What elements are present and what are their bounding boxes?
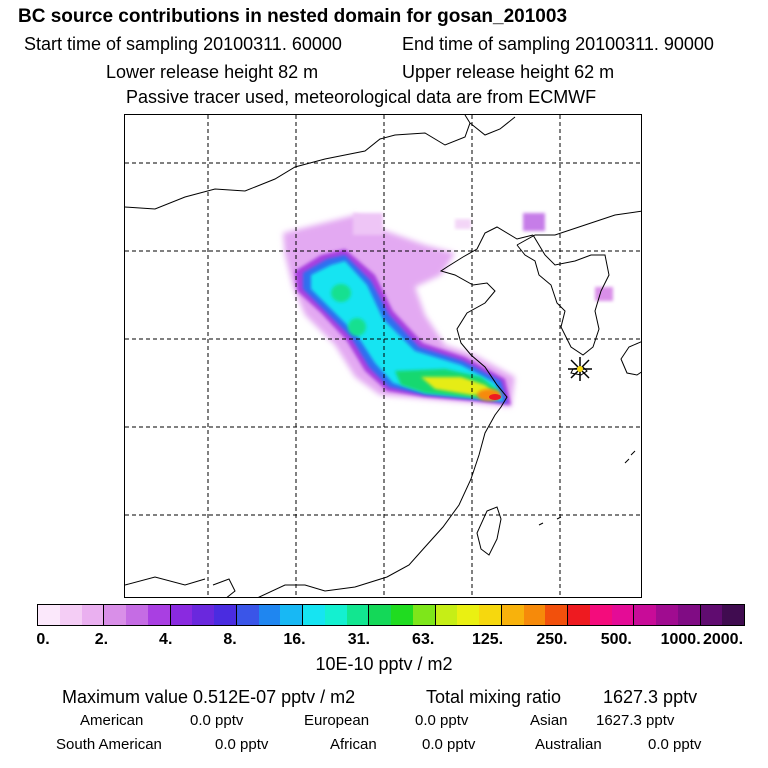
color-scale-tick-label: 63.: [412, 631, 435, 648]
color-scale-segment: [369, 605, 391, 625]
plume-patch: [353, 213, 383, 235]
region-value: 0.0 pptv: [215, 736, 269, 753]
star-marker-icon: [568, 357, 592, 381]
region-value: 0.0 pptv: [190, 712, 244, 729]
plume-green-core: [348, 318, 366, 336]
color-scale-segment: [303, 605, 325, 625]
color-scale-segment: [545, 605, 568, 625]
color-scale-segment: [435, 605, 458, 625]
map-title: BC source contributions in nested domain…: [18, 6, 568, 27]
total-mixing-value: 1627.3 pptv: [603, 687, 698, 707]
color-scale-tick-label: 16.: [283, 631, 306, 648]
region-name: South American: [56, 736, 162, 753]
color-scale-tick-label: 250.: [536, 631, 568, 648]
region-name: Australian: [535, 736, 602, 753]
color-scale-segment: [700, 605, 723, 625]
color-scale-segment: [391, 605, 413, 625]
coastline-japan: [620, 341, 641, 376]
region-value: 1627.3 pptv: [596, 712, 675, 729]
lower-release-label: Lower release height 82 m: [106, 62, 319, 82]
region-name: American: [80, 712, 144, 729]
coastline-bohai: [258, 226, 534, 597]
color-scale-segment: [59, 605, 82, 625]
concentration-plume: [283, 213, 613, 407]
color-scale-segment: [412, 605, 436, 625]
color-scale-segment: [81, 605, 105, 625]
color-scale-tick-label: 500.: [600, 631, 632, 648]
color-scale-segment: [589, 605, 612, 625]
color-scale-tick-label: 4.: [159, 631, 173, 648]
border-west: [125, 576, 206, 586]
map-canvas: [125, 115, 641, 597]
coastline-northeast: [469, 116, 516, 136]
color-scale-segment: [722, 605, 744, 625]
color-scale-tick-label: 8.: [223, 631, 237, 648]
korea-border: [516, 210, 641, 246]
island-hainan: [212, 578, 236, 597]
upper-release-label: Upper release height 62 m: [402, 62, 615, 82]
color-scale-segment: [677, 605, 701, 625]
map-panel: [124, 114, 642, 598]
islands-ryukyu: [538, 450, 636, 526]
coastline-north: [125, 115, 471, 210]
plume-red-core: [489, 394, 501, 400]
color-scale-tick-label: 0.: [36, 631, 50, 648]
color-scale-segment: [147, 605, 171, 625]
color-scale-unit: 10E-10 pptv / m2: [315, 654, 453, 674]
color-scale-segment: [523, 605, 546, 625]
color-scale-segment: [236, 605, 259, 625]
coastline-korea: [516, 234, 610, 356]
color-scale-segment: [568, 605, 590, 625]
lat-lon-grid: [125, 115, 641, 597]
color-scale-segment: [479, 605, 502, 625]
region-value: 0.0 pptv: [422, 736, 476, 753]
color-scale-segment: [324, 605, 347, 625]
max-value-label: Maximum value 0.512E-07 pptv / m2: [62, 687, 356, 707]
total-mixing-label: Total mixing ratio: [426, 687, 562, 707]
region-name: European: [304, 712, 370, 729]
island-taiwan: [476, 506, 502, 556]
region-value: 0.0 pptv: [415, 712, 469, 729]
color-scale-segment: [656, 605, 678, 625]
tracer-note: Passive tracer used, meteorological data…: [126, 87, 597, 107]
color-scale-tick-label: 31.: [347, 631, 370, 648]
color-scale-segment: [214, 605, 237, 625]
color-scale-tick-label: 1000.: [660, 631, 701, 648]
color-scale-segment: [38, 605, 60, 625]
plume-green-core: [331, 284, 351, 302]
color-scale-bar: [37, 604, 745, 626]
region-name: Asian: [530, 712, 568, 729]
color-scale-segment: [634, 605, 656, 625]
color-scale-segment: [126, 605, 148, 625]
color-scale-segment: [192, 605, 214, 625]
color-scale-tick-label: 2000.: [702, 631, 744, 648]
color-scale-segment: [280, 605, 303, 625]
plume-patch: [595, 287, 613, 301]
color-scale-segment: [170, 605, 193, 625]
color-scale-segment: [457, 605, 479, 625]
color-scale-tick-label: 2.: [94, 631, 109, 648]
plume-cyan: [311, 261, 503, 401]
plume-patch: [455, 219, 471, 229]
color-scale-segment: [501, 605, 524, 625]
color-scale-segment: [104, 605, 126, 625]
start-time-label: Start time of sampling 20100311. 60000: [24, 34, 342, 54]
region-value: 0.0 pptv: [648, 736, 702, 753]
color-scale-segment: [258, 605, 281, 625]
end-time-label: End time of sampling 20100311. 90000: [402, 34, 714, 54]
plume-patch: [523, 213, 545, 231]
color-scale-segment: [611, 605, 635, 625]
color-scale-segment: [346, 605, 370, 625]
region-name: African: [330, 736, 377, 753]
plume-yellow: [421, 377, 497, 395]
color-scale-tick-label: 125.: [471, 631, 504, 648]
